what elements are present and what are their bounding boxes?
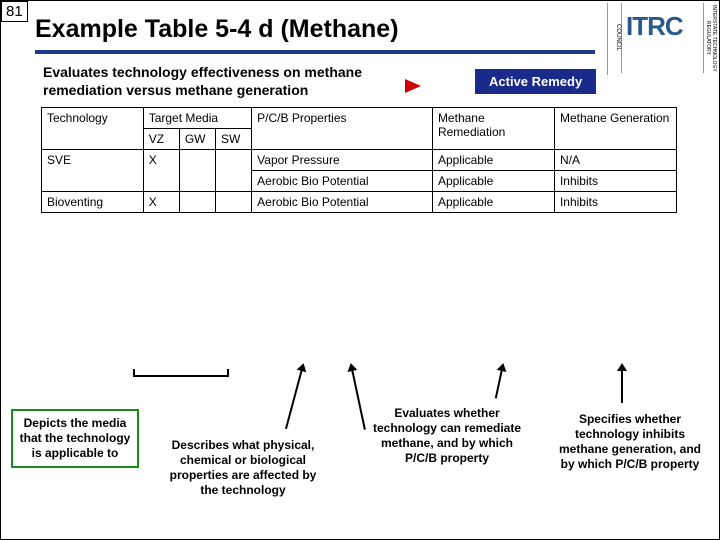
table-row: SVE X Vapor Pressure Applicable N/A xyxy=(42,150,677,171)
active-remedy-badge: Active Remedy xyxy=(475,69,596,94)
cell-rem: Applicable xyxy=(432,150,554,171)
table-row: Bioventing X Aerobic Bio Potential Appli… xyxy=(42,192,677,213)
callout-media: Depicts the media that the technology is… xyxy=(11,409,139,468)
logo-right-text: INTERSTATE TECHNOLOGY REGULATORY xyxy=(703,3,717,73)
slide-number: 81 xyxy=(1,1,28,22)
callouts: Depicts the media that the technology is… xyxy=(7,401,713,531)
col-remediation: Methane Remediation xyxy=(432,108,554,150)
cell-gen: Inhibits xyxy=(554,192,676,213)
logo-center: ITRC xyxy=(626,11,683,42)
cell-sw xyxy=(216,150,252,192)
cell-sw xyxy=(216,192,252,213)
logo-itrc: COUNCIL ITRC INTERSTATE TECHNOLOGY REGUL… xyxy=(607,3,717,75)
logo-left-text: COUNCIL xyxy=(608,3,622,73)
cell-tech: Bioventing xyxy=(42,192,144,213)
main-table: Technology Target Media P/C/B Properties… xyxy=(41,107,677,213)
cell-rem: Applicable xyxy=(432,192,554,213)
intro-text: Evaluates technology effectiveness on me… xyxy=(43,64,403,99)
callout-generation: Specifies whether technology inhibits me… xyxy=(551,407,709,477)
arrow-icon xyxy=(405,79,421,93)
table-header-row: Technology Target Media P/C/B Properties… xyxy=(42,108,677,129)
title-underline xyxy=(35,50,595,54)
col-vz: VZ xyxy=(143,129,179,150)
callout-pcb: Describes what physical, chemical or bio… xyxy=(159,433,327,503)
cell-pcb: Aerobic Bio Potential xyxy=(252,192,433,213)
col-target-media: Target Media xyxy=(143,108,251,129)
arrow-up-3 xyxy=(495,369,503,399)
cell-vz: X xyxy=(143,192,179,213)
cell-pcb: Aerobic Bio Potential xyxy=(252,171,433,192)
cell-rem: Applicable xyxy=(432,171,554,192)
cell-gen: Inhibits xyxy=(554,171,676,192)
cell-gw xyxy=(179,150,215,192)
cell-gen: N/A xyxy=(554,150,676,171)
col-gw: GW xyxy=(179,129,215,150)
col-generation: Methane Generation xyxy=(554,108,676,150)
cell-vz: X xyxy=(143,150,179,192)
cell-gw xyxy=(179,192,215,213)
cell-pcb: Vapor Pressure xyxy=(252,150,433,171)
cell-tech: SVE xyxy=(42,150,144,192)
arrow-up-4 xyxy=(621,369,623,403)
col-technology: Technology xyxy=(42,108,144,150)
callout-remediation: Evaluates whether technology can remedia… xyxy=(367,401,527,471)
col-pcb: P/C/B Properties xyxy=(252,108,433,150)
bracket-media xyxy=(133,369,229,377)
col-sw: SW xyxy=(216,129,252,150)
